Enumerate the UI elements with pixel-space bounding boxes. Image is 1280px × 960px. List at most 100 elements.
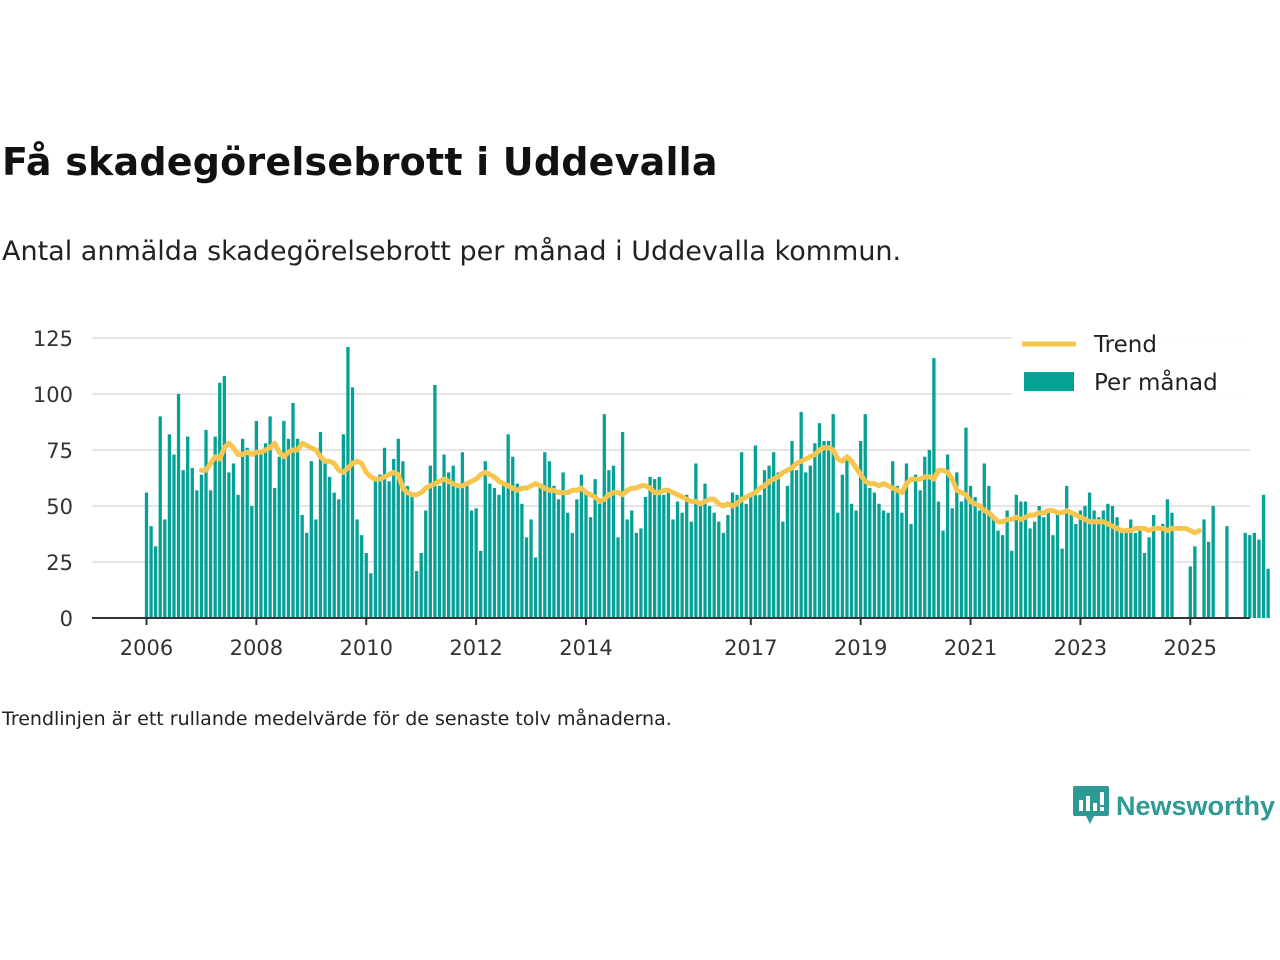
x-tick-label: 2014	[559, 636, 612, 660]
bar	[199, 474, 204, 618]
bar	[515, 483, 519, 618]
bar	[753, 445, 758, 618]
bar	[739, 452, 744, 618]
bar	[1023, 501, 1028, 618]
bar	[346, 346, 350, 618]
bar	[863, 414, 867, 618]
bar	[309, 461, 313, 618]
bar	[634, 532, 638, 618]
bar	[1129, 519, 1133, 618]
bar	[772, 452, 776, 618]
bar	[936, 501, 941, 618]
bar	[1165, 499, 1170, 618]
bar	[946, 454, 950, 618]
bar	[566, 512, 570, 618]
bar	[584, 490, 588, 618]
bar	[616, 537, 620, 618]
bar	[849, 503, 854, 618]
bar	[840, 474, 845, 618]
bar	[579, 474, 584, 618]
bar	[167, 434, 172, 618]
bar	[250, 506, 254, 618]
bar	[547, 461, 552, 618]
bar	[785, 485, 790, 618]
bar	[360, 535, 364, 618]
bar	[1078, 510, 1083, 618]
bar	[904, 463, 909, 618]
bar	[776, 472, 780, 618]
bar	[794, 470, 799, 618]
bar	[1060, 548, 1064, 618]
y-tick-label: 125	[33, 327, 73, 351]
bar	[964, 427, 968, 618]
footnote: Trendlinjen är ett rullande medelvärde f…	[2, 708, 672, 730]
bar	[158, 416, 162, 618]
bar	[1074, 523, 1078, 618]
bar	[433, 385, 437, 618]
bar	[511, 456, 515, 618]
newsworthy-logo: Newsworthy	[1072, 784, 1275, 828]
bar	[982, 463, 986, 618]
bar	[726, 514, 730, 618]
bar	[401, 461, 405, 618]
bar	[923, 456, 927, 618]
bar	[735, 494, 739, 618]
bar	[428, 465, 432, 618]
bar	[1110, 506, 1115, 618]
bar	[813, 443, 817, 618]
bar	[405, 485, 410, 618]
bar	[588, 517, 593, 618]
legend-bar-swatch	[1024, 372, 1074, 391]
bar	[662, 494, 666, 618]
bar	[1225, 526, 1229, 618]
bar	[891, 461, 895, 618]
bar	[1161, 523, 1165, 618]
bar	[474, 508, 478, 618]
bar	[149, 526, 153, 618]
bar	[653, 479, 657, 618]
bar	[900, 512, 904, 618]
x-tick-label: 2019	[834, 636, 887, 660]
bar	[1252, 532, 1257, 618]
bar	[144, 492, 149, 618]
bar	[767, 465, 771, 618]
bar	[291, 402, 295, 618]
bar	[804, 472, 808, 618]
x-tick-label: 2023	[1054, 636, 1107, 660]
bar	[1097, 517, 1101, 618]
bar	[680, 512, 684, 618]
bar	[355, 519, 359, 618]
bar	[382, 447, 387, 618]
bar	[442, 454, 446, 618]
bar	[533, 557, 538, 618]
bar	[749, 492, 753, 618]
bar	[703, 483, 707, 618]
bar	[437, 485, 442, 618]
bar	[1257, 539, 1261, 618]
bar	[410, 494, 414, 618]
x-tick-label: 2008	[230, 636, 283, 660]
bar	[909, 523, 913, 618]
bar	[218, 382, 222, 618]
bar	[1188, 566, 1192, 618]
bar	[1119, 528, 1124, 618]
legend: Trend Per månad	[1012, 326, 1250, 398]
bar	[341, 434, 346, 618]
bar	[913, 474, 918, 618]
bar	[707, 506, 712, 618]
bar	[396, 438, 400, 618]
bar	[1028, 528, 1032, 618]
bar	[1211, 506, 1215, 618]
bar	[1051, 535, 1055, 618]
bar	[561, 472, 565, 618]
bar	[1005, 510, 1009, 618]
bar	[1138, 530, 1142, 618]
bar	[1087, 492, 1092, 618]
bar	[323, 463, 327, 618]
bar	[273, 488, 277, 618]
bar	[488, 483, 492, 618]
bar	[918, 490, 922, 618]
y-tick-label: 0	[60, 607, 73, 631]
bar	[932, 358, 936, 618]
bar	[529, 519, 533, 618]
